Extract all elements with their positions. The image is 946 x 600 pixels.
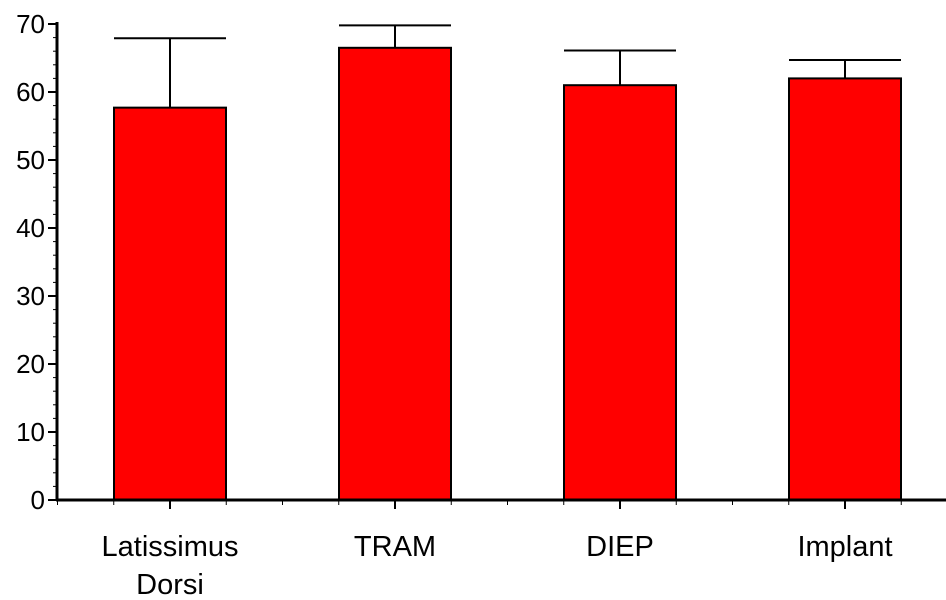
x-category-label-line: Latissimus <box>102 531 239 563</box>
y-tick-label: 70 <box>16 9 45 39</box>
x-category-label-3: DIEP <box>586 531 654 563</box>
x-category-label-line: Implant <box>797 531 892 563</box>
x-category-label-line: Dorsi <box>136 569 204 600</box>
labels-layer: 0 10 20 30 40 50 60 70 Latissimus Dorsi TRAM DIEP Im… <box>16 9 892 600</box>
y-tick-label: 10 <box>16 417 45 447</box>
x-category-label-line: TRAM <box>354 531 436 563</box>
error-bars-layer <box>114 24 901 108</box>
y-tick-label: 40 <box>16 213 45 243</box>
bar-4 <box>788 77 902 502</box>
bar-2 <box>338 46 452 502</box>
x-category-label-2: TRAM <box>354 531 436 563</box>
bar-1 <box>113 106 227 501</box>
y-tick-label: 50 <box>16 145 45 175</box>
y-tick-label: 0 <box>31 485 45 515</box>
x-category-label-line: DIEP <box>586 531 654 563</box>
x-category-label-1: Latissimus Dorsi <box>102 531 239 600</box>
y-tick-label: 20 <box>16 349 45 379</box>
y-tick-label: 60 <box>16 77 45 107</box>
axes-layer <box>48 22 946 509</box>
bar-3 <box>563 84 677 501</box>
x-category-label-4: Implant <box>797 531 892 563</box>
y-tick-label: 30 <box>16 281 45 311</box>
bars-layer <box>113 46 902 502</box>
